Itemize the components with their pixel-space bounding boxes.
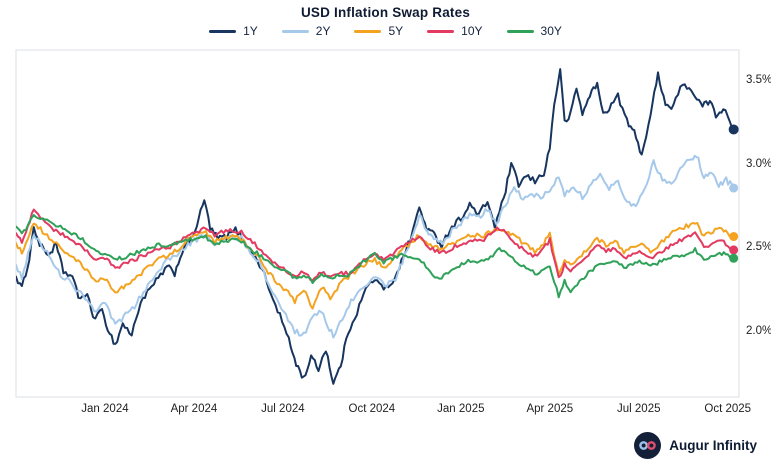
y-axis-label: 2.5% <box>746 241 771 254</box>
legend-swatch-10y <box>427 29 455 33</box>
legend-label: 2Y <box>315 24 331 38</box>
x-axis-label: Jul 2024 <box>261 403 305 415</box>
y-axis-label: 3.0% <box>746 157 771 170</box>
series-end-marker-30y <box>729 253 739 263</box>
series-line-30y <box>16 214 735 299</box>
series-end-marker-5y <box>729 232 739 242</box>
series-line-1y <box>16 68 735 385</box>
x-axis-label: Apr 2024 <box>170 403 218 415</box>
x-axis-label: Jan 2024 <box>81 403 129 415</box>
legend-label: 1Y <box>243 24 258 38</box>
legend-swatch-2y <box>281 29 309 33</box>
brand-logo <box>634 432 662 459</box>
brand-footer: Augur Infinity <box>634 432 757 459</box>
series-line-2y <box>16 154 735 339</box>
plot-frame <box>15 49 740 398</box>
x-axis-label: Oct 2025 <box>704 403 752 415</box>
y-axis-label: 3.5% <box>746 73 771 86</box>
legend-item-5y[interactable]: 5Y <box>354 24 403 38</box>
legend-item-2y[interactable]: 2Y <box>281 24 331 38</box>
legend-label: 5Y <box>388 24 404 38</box>
legend-swatch-30y <box>506 29 534 33</box>
legend-item-10y[interactable]: 10Y <box>427 24 483 38</box>
y-axis-label: 2.0% <box>746 324 771 337</box>
legend-item-1y[interactable]: 1Y <box>209 24 258 38</box>
legend-swatch-5y <box>354 29 382 33</box>
legend-swatch-1y <box>209 29 237 33</box>
series-end-marker-10y <box>729 245 739 255</box>
x-axis-label: Jul 2025 <box>617 403 661 415</box>
legend-label: 10Y <box>461 24 483 38</box>
legend-item-30y[interactable]: 30Y <box>506 24 562 38</box>
x-axis-label: Oct 2024 <box>348 403 396 415</box>
chart-title: USD Inflation Swap Rates <box>300 5 471 20</box>
infinity-icon <box>639 441 657 450</box>
series-end-marker-2y <box>729 183 739 193</box>
legend-label: 30Y <box>540 24 562 38</box>
x-axis-label: Apr 2025 <box>526 403 574 415</box>
x-axis-label: Jan 2025 <box>437 403 485 415</box>
series-line-5y <box>16 222 735 310</box>
brand-name: Augur Infinity <box>669 438 757 453</box>
series-end-marker-1y <box>728 124 739 135</box>
chart-legend: 1Y 2Y 5Y 10Y 30Y <box>0 24 771 38</box>
